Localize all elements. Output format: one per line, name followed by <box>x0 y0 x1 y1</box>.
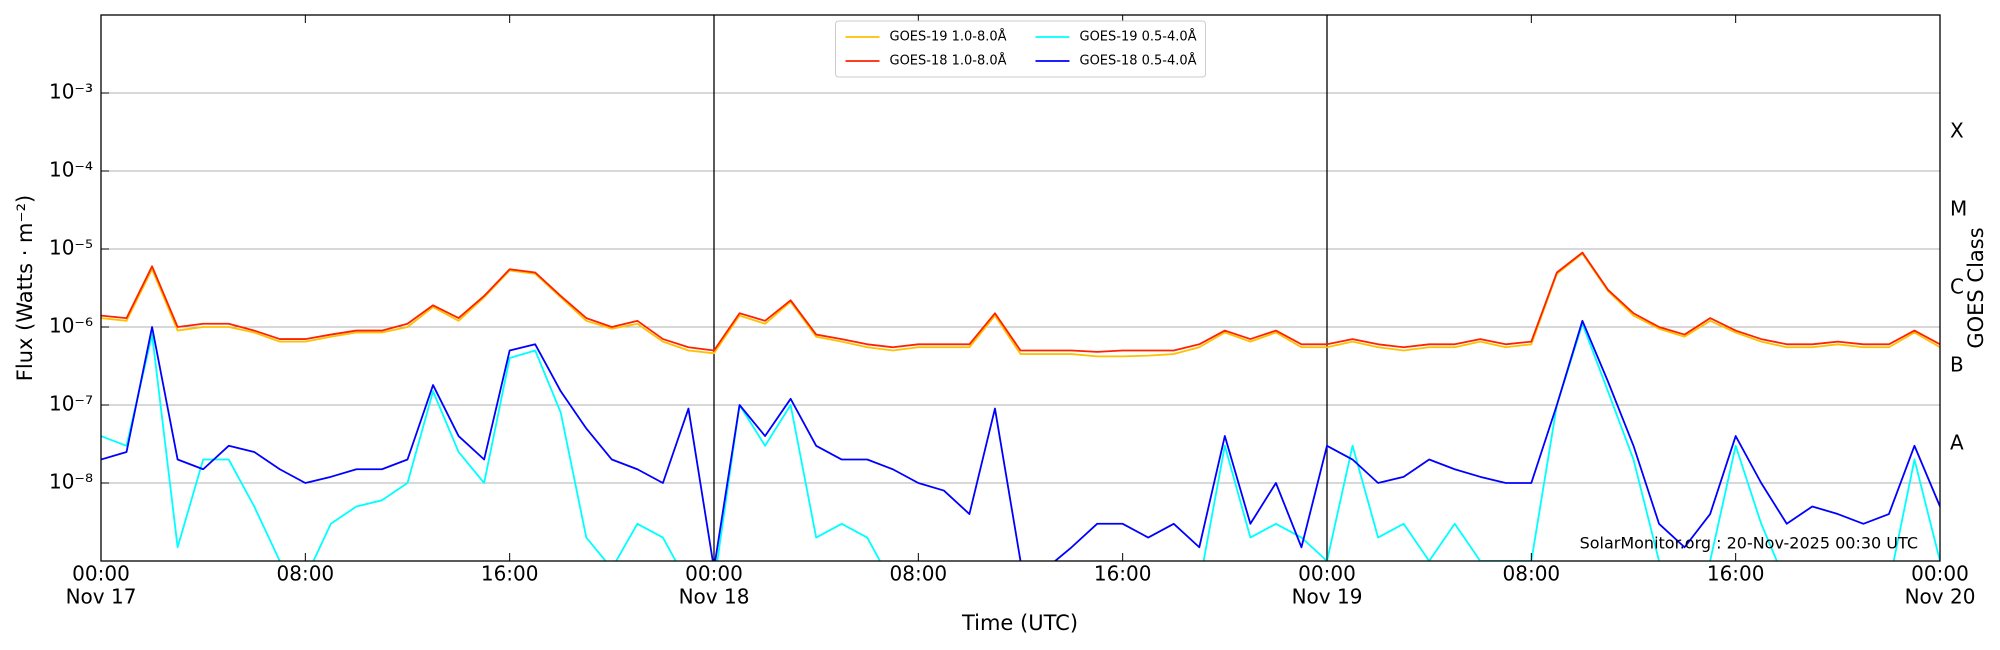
y2-tick-label: C <box>1950 275 1964 299</box>
plot-frame <box>100 14 1941 562</box>
series-line <box>101 319 1940 561</box>
legend: GOES-19 1.0-8.0Å GOES-18 1.0-8.0Å GOES-19 … <box>835 20 1206 78</box>
y2-tick-label: X <box>1950 119 1964 143</box>
x-tick-label: 16:00 <box>481 562 539 586</box>
x-tick-label: 16:00 <box>1094 562 1152 586</box>
series-line <box>101 322 1940 561</box>
grid <box>101 15 1940 561</box>
legend-label: GOES-19 1.0-8.0Å <box>890 29 1007 45</box>
x-tick-label: 08:00 <box>890 562 948 586</box>
legend-label: GOES-18 0.5-4.0Å <box>1080 53 1197 69</box>
y-axis-label: Flux (Watts · m⁻²) <box>13 195 37 381</box>
y-tick-label: 10⁻⁵ <box>49 236 93 260</box>
y2-axis-label: GOES Class <box>1964 227 1988 348</box>
series-line <box>101 251 1940 353</box>
x-tick-date: Nov 18 <box>679 585 750 609</box>
y-tick-label: 10⁻⁶ <box>49 314 93 338</box>
x-tick-label: 16:00 <box>1707 562 1765 586</box>
legend-label: GOES-18 1.0-8.0Å <box>890 53 1007 69</box>
y-tick-label: 10⁻⁴ <box>49 158 93 182</box>
plot-lines <box>101 251 1940 561</box>
x-axis-label: Time (UTC) <box>961 611 1078 635</box>
legend-box <box>835 20 1206 78</box>
legend-label: GOES-19 0.5-4.0Å <box>1080 29 1197 45</box>
x-tick-label: 00:00 <box>72 562 130 586</box>
y2-tick-label: B <box>1950 353 1964 377</box>
series-line <box>101 252 1940 358</box>
x-tick-date: Nov 17 <box>66 585 137 609</box>
x-tick-label: 08:00 <box>277 562 335 586</box>
y-tick-label: 10⁻⁸ <box>49 470 93 494</box>
annotation: SolarMonitor.org : 20-Nov-2025 00:30 UTC <box>1580 534 1918 553</box>
y-tick-label: 10⁻³ <box>49 80 93 104</box>
x-tick-label: 00:00 <box>1911 562 1969 586</box>
y2-tick-label: M <box>1950 197 1967 221</box>
x-tick-date: Nov 19 <box>1292 585 1363 609</box>
x-tick-date: Nov 20 <box>1905 585 1976 609</box>
y2-tick-label: A <box>1950 431 1964 455</box>
x-tick-label: 00:00 <box>1298 562 1356 586</box>
x-tick-label: 00:00 <box>685 562 743 586</box>
y-tick-label: 10⁻⁷ <box>49 392 93 416</box>
x-tick-label: 08:00 <box>1503 562 1561 586</box>
